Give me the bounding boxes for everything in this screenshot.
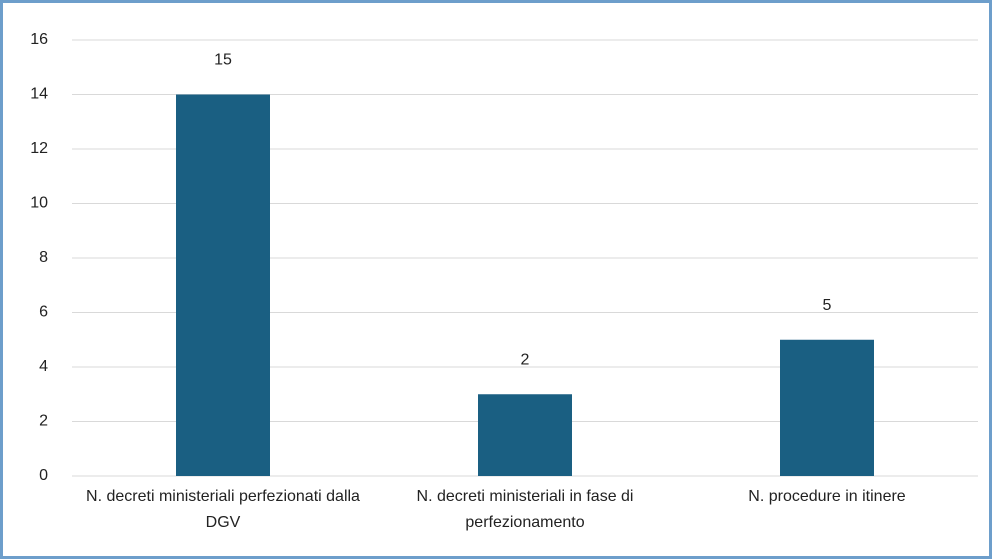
y-tick-label: 2 bbox=[39, 413, 48, 430]
y-tick-label: 14 bbox=[30, 86, 48, 103]
data-label: 2 bbox=[521, 351, 530, 368]
x-tick-label: N. decreti ministeriali perfezionati dal… bbox=[86, 488, 360, 531]
y-tick-label: 10 bbox=[30, 195, 48, 212]
x-tick-label: N. procedure in itinere bbox=[748, 488, 906, 505]
x-tick-label: N. decreti ministeriali in fase di perfez… bbox=[417, 488, 634, 531]
bar bbox=[780, 339, 874, 476]
bar bbox=[478, 394, 572, 476]
y-tick-label: 0 bbox=[39, 467, 48, 484]
data-label: 15 bbox=[214, 52, 232, 69]
data-label: 5 bbox=[823, 297, 832, 314]
y-tick-label: 8 bbox=[39, 249, 48, 266]
y-tick-label: 16 bbox=[30, 31, 48, 48]
bar bbox=[176, 94, 270, 476]
y-tick-label: 6 bbox=[39, 304, 48, 321]
y-tick-label: 4 bbox=[39, 358, 48, 375]
y-tick-label: 12 bbox=[30, 140, 48, 157]
